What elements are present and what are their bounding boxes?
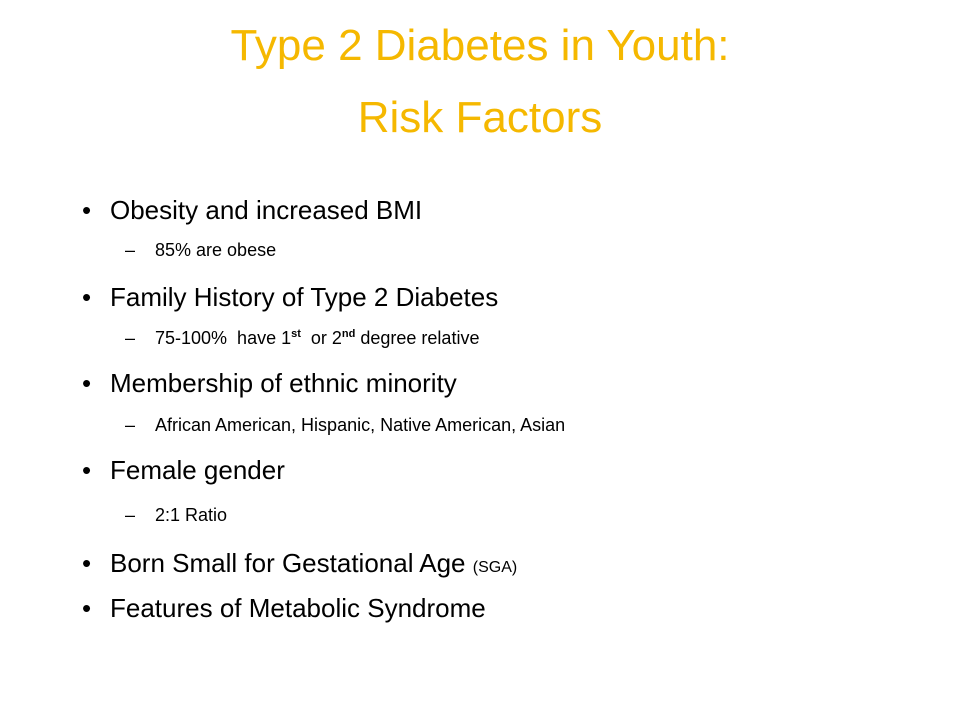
sub-text: degree relative xyxy=(355,328,480,348)
bullet: Features of Metabolic Syndrome xyxy=(82,593,486,623)
sub-bullet: 2:1 Ratio xyxy=(125,505,228,525)
bullet: Born Small for Gestational Age (SGA) xyxy=(82,548,518,578)
bullet-text: Female gender xyxy=(110,455,285,485)
title: Type 2 Diabetes in Youth: xyxy=(230,21,730,70)
sub-bullet: 85% are obese xyxy=(125,240,277,260)
bullet-text: Family History of Type 2 Diabetes xyxy=(110,282,499,312)
sub-text: African American, Hispanic, Native Ameri… xyxy=(155,415,566,435)
bullet: Membership of ethnic minority xyxy=(82,368,457,398)
bullet-text: Born Small for Gestational Age xyxy=(110,548,466,578)
bullet-text: Obesity and increased BMI xyxy=(110,195,423,225)
bullet: Family History of Type 2 Diabetes xyxy=(82,282,499,312)
sub-bullet: 75-100% have 1st or 2nd degree relative xyxy=(125,328,480,348)
bullet-text: Features of Metabolic Syndrome xyxy=(110,593,486,623)
sub-text: 75-100% have 1 xyxy=(155,328,292,348)
sub-text: or 2 xyxy=(300,328,342,348)
bullet: Female gender xyxy=(82,455,285,485)
title: Risk Factors xyxy=(357,93,603,142)
sub-bullet: African American, Hispanic, Native Ameri… xyxy=(125,415,566,435)
bullet: Obesity and increased BMI xyxy=(82,195,423,225)
sub-text: 2:1 Ratio xyxy=(155,505,228,525)
superscript: st xyxy=(291,328,301,340)
bullet-text: Membership of ethnic minority xyxy=(110,368,457,398)
sub-text: 85% are obese xyxy=(155,240,277,260)
superscript: nd xyxy=(341,328,356,340)
note: (SGA) xyxy=(472,559,518,576)
